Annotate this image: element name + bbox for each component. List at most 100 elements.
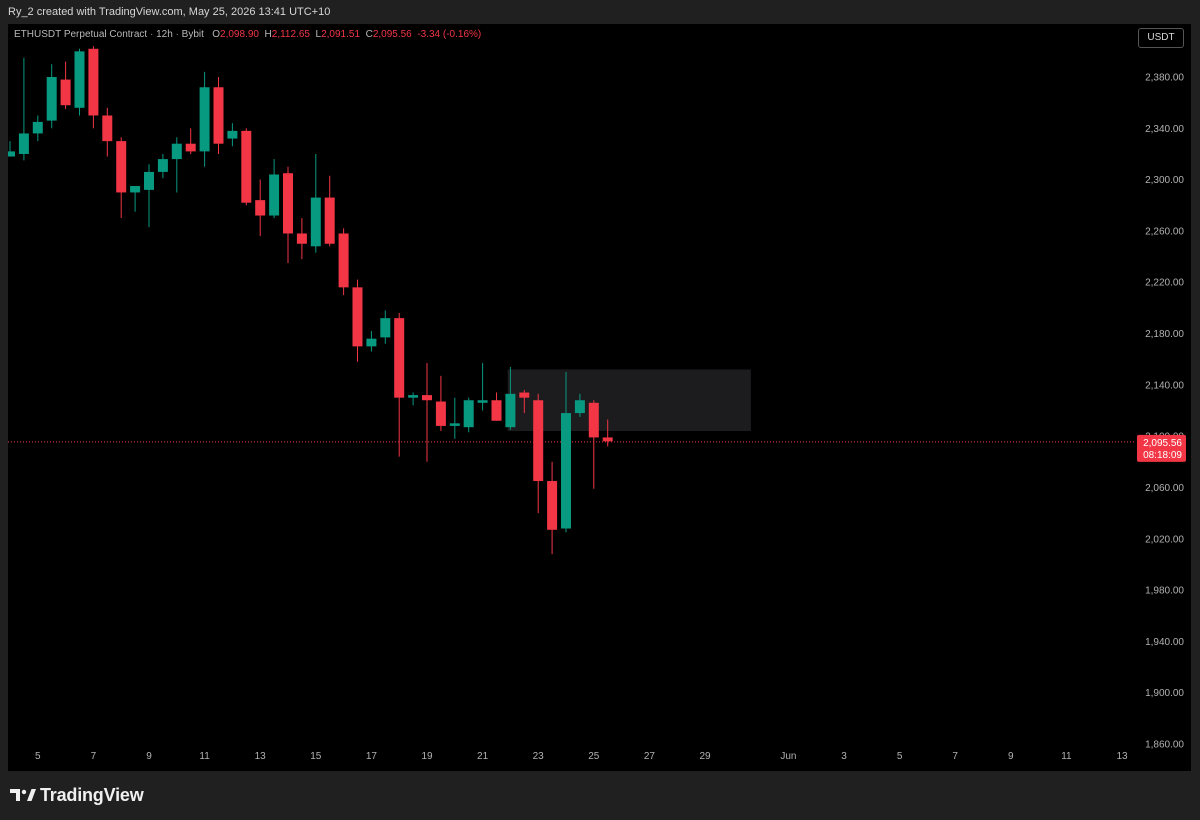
candle[interactable] (8, 141, 15, 157)
y-tick-label: 2,260.00 (1145, 226, 1184, 237)
candle[interactable] (102, 107, 113, 157)
candle[interactable] (324, 175, 335, 247)
y-tick-label: 2,060.00 (1145, 483, 1184, 494)
candle-body (185, 143, 196, 152)
x-tick-label: 11 (199, 751, 210, 762)
close-value: 2,095.56 (372, 29, 412, 40)
candle[interactable] (561, 372, 571, 533)
candle-body (561, 413, 571, 529)
y-tick-label: 2,300.00 (1145, 175, 1184, 186)
candle[interactable] (213, 77, 224, 154)
candle[interactable] (338, 228, 349, 296)
y-tick-label: 1,860.00 (1145, 740, 1184, 751)
candlestick-chart[interactable]: 2,380.00 2,340.00 2,300.00 2,260.00 2,220.00… (8, 24, 1191, 771)
candle-body (422, 395, 432, 401)
price-badge-bg (1137, 434, 1186, 462)
x-tick-label: 9 (146, 751, 152, 762)
candle[interactable] (463, 397, 474, 433)
symbol-legend: ETHUSDT Perpetual Contract · 12h · Bybit… (14, 29, 482, 40)
candle-body (449, 423, 460, 426)
candle[interactable] (547, 461, 558, 555)
change-value: -3.34 (-0.16%) (417, 29, 482, 40)
candle-body (18, 133, 29, 154)
candle-body (171, 143, 182, 160)
candle[interactable] (449, 397, 460, 439)
candle-body (394, 318, 405, 398)
candle[interactable] (519, 389, 530, 414)
y-tick-label: 1,940.00 (1145, 637, 1184, 648)
candle-body (32, 121, 43, 134)
candle-body (338, 233, 349, 288)
x-tick-label: Jun (780, 751, 796, 762)
candle[interactable] (505, 366, 516, 430)
candle-body (366, 338, 377, 347)
low-value: 2,091.51 (321, 29, 361, 40)
candle[interactable] (74, 48, 85, 116)
candle[interactable] (255, 179, 266, 237)
candle[interactable] (185, 128, 196, 154)
candle-body (8, 151, 15, 157)
candle-body (463, 400, 474, 428)
candle[interactable] (533, 393, 544, 514)
candle[interactable] (422, 363, 432, 462)
candle[interactable] (171, 137, 182, 193)
candle[interactable] (157, 153, 168, 179)
candle[interactable] (296, 218, 307, 260)
candle[interactable] (491, 392, 502, 421)
candle[interactable] (408, 392, 419, 406)
candle-body (380, 318, 391, 338)
candle[interactable] (588, 400, 599, 489)
candle-body (477, 400, 488, 403)
y-tick-label: 2,140.00 (1145, 380, 1184, 391)
candle[interactable] (46, 64, 57, 129)
candle[interactable] (269, 159, 280, 219)
candle[interactable] (380, 310, 391, 344)
candle-body (60, 79, 71, 106)
chart-pane[interactable]: 2,380.00 2,340.00 2,300.00 2,260.00 2,220.00… (8, 24, 1191, 771)
x-tick-label: 23 (533, 751, 545, 762)
tradingview-logo[interactable]: TradingView (10, 785, 144, 805)
candle[interactable] (574, 393, 585, 417)
currency-button[interactable]: USDT (1138, 28, 1184, 48)
candle-body (157, 159, 168, 172)
low-label: L (315, 29, 322, 40)
candle[interactable] (310, 153, 321, 253)
price-badge-value: 2,095.56 (1143, 438, 1182, 449)
candle-body (144, 171, 154, 190)
candle-body (296, 233, 307, 244)
supply-zone-box[interactable] (507, 369, 751, 432)
candle[interactable] (241, 128, 252, 206)
candle[interactable] (199, 71, 210, 167)
candle[interactable] (283, 166, 293, 263)
symbol-name[interactable]: ETHUSDT Perpetual Contract (14, 29, 148, 40)
candle[interactable] (144, 164, 154, 228)
candle[interactable] (352, 279, 363, 362)
candle-body (324, 197, 335, 244)
candle[interactable] (227, 123, 238, 147)
candle[interactable] (366, 330, 377, 352)
candle[interactable] (116, 137, 127, 219)
candle[interactable] (60, 61, 71, 110)
candle-body (283, 173, 293, 234)
x-tick-label: 17 (366, 751, 378, 762)
x-tick-label: 29 (699, 751, 711, 762)
x-tick-label: 11 (1061, 751, 1072, 762)
candle-body (491, 400, 502, 421)
candle[interactable] (435, 375, 446, 432)
open-value: 2,098.90 (220, 29, 259, 40)
y-tick-label: 2,380.00 (1145, 73, 1184, 84)
close-label: C (365, 29, 373, 40)
interval-label[interactable]: 12h (156, 29, 173, 40)
candle-body (102, 115, 113, 142)
candle[interactable] (477, 363, 488, 411)
candle[interactable] (18, 57, 29, 161)
candle-body (241, 130, 252, 203)
candle[interactable] (88, 46, 99, 129)
high-label: H (264, 29, 272, 40)
candle[interactable] (32, 115, 43, 142)
candle[interactable] (602, 419, 613, 447)
candle[interactable] (394, 313, 405, 457)
candle[interactable] (130, 186, 141, 212)
y-tick-label: 2,180.00 (1145, 329, 1184, 340)
